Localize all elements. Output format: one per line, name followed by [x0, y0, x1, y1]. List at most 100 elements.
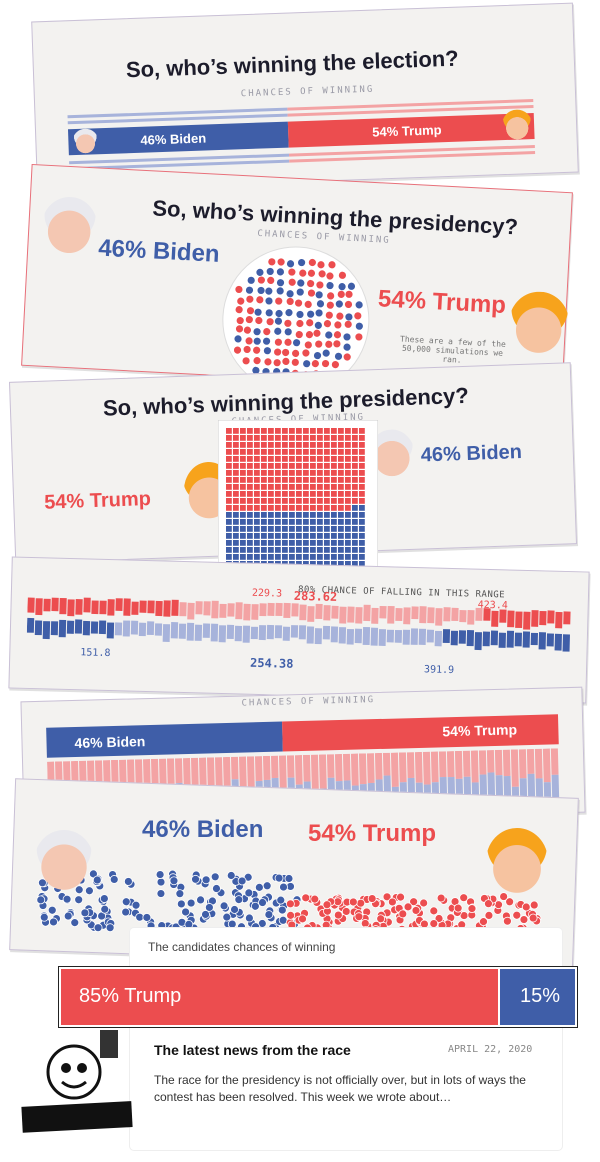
- waffle-cell: [338, 449, 344, 455]
- biden-chance: 46% Biden: [420, 441, 523, 467]
- simulation-dot: [419, 898, 429, 908]
- waffle-cell: [324, 526, 330, 532]
- waffle-cell: [352, 477, 358, 483]
- waffle-cell: [352, 449, 358, 455]
- simulation-dot: [338, 271, 347, 279]
- other-label: 15%: [520, 985, 561, 1007]
- waffle-cell: [282, 512, 288, 518]
- simulation-dot: [297, 279, 305, 287]
- simulation-dot: [246, 295, 254, 303]
- waffle-cell: [254, 449, 260, 455]
- simulation-dot: [286, 290, 294, 298]
- waffle-cell: [289, 498, 295, 504]
- range-strip: [386, 629, 395, 643]
- simulation-dot: [345, 290, 353, 298]
- simulation-dot: [321, 359, 330, 368]
- waffle-cell: [261, 428, 267, 434]
- waffle-cell: [275, 435, 281, 441]
- waffle-cell: [247, 512, 253, 518]
- range-strips: [26, 597, 571, 652]
- waffle-cell: [345, 442, 351, 448]
- simulation-column: [334, 753, 343, 782]
- range-strip: [403, 607, 411, 625]
- waffle-cell: [324, 449, 330, 455]
- range-strip: [483, 608, 491, 621]
- news-headline[interactable]: The latest news from the race: [154, 1042, 351, 1058]
- waffle-cell: [289, 512, 295, 518]
- range-strip: [563, 611, 571, 625]
- simulation-dot: [302, 349, 310, 357]
- waffle-cell: [282, 456, 288, 462]
- range-strip: [226, 624, 235, 640]
- waffle-cell: [296, 470, 302, 476]
- news-card[interactable]: The candidates chances of winning: [130, 928, 562, 1150]
- simulation-dot: [263, 347, 272, 355]
- waffle-cell: [352, 540, 358, 546]
- simulation-column: [166, 758, 175, 788]
- simulation-column: [198, 757, 207, 788]
- waffle-cell: [359, 491, 365, 497]
- simulation-column: [103, 760, 111, 784]
- waffle-cell: [240, 505, 246, 511]
- waffle-cell: [240, 435, 246, 441]
- simulation-dot: [521, 902, 531, 912]
- simulation-dot: [255, 316, 263, 325]
- waffle-cell: [338, 526, 344, 532]
- range-strip: [315, 603, 323, 620]
- biden-chance: 46% Biden: [97, 234, 221, 268]
- range-strip: [138, 622, 147, 637]
- waffle-cell: [331, 505, 337, 511]
- simulation-dot: [245, 286, 254, 294]
- waffle-cell: [317, 533, 323, 539]
- simulation-dot: [310, 894, 320, 904]
- range-strip: [98, 620, 107, 635]
- simulation-dot: [326, 281, 334, 290]
- waffle-cell: [317, 540, 323, 546]
- range-strip: [99, 600, 107, 615]
- waffle-cell: [282, 491, 288, 497]
- simulation-dot: [227, 919, 237, 929]
- waffle-cell: [247, 505, 253, 511]
- simulation-dot: [254, 308, 262, 316]
- simulation-dot: [191, 874, 200, 884]
- simulation-dot: [459, 893, 469, 903]
- trump-face-icon: [486, 828, 548, 894]
- waffle-cell: [359, 526, 365, 532]
- waffle-cell: [254, 470, 260, 476]
- chart-caption: The candidates chances of winning: [148, 940, 336, 954]
- waffle-cell: [296, 428, 302, 434]
- waffle-cell: [282, 442, 288, 448]
- simulation-dot: [246, 307, 255, 315]
- simulation-dot: [277, 905, 287, 915]
- mascot-head: [46, 1044, 102, 1100]
- waffle-cell: [324, 435, 330, 441]
- simulation-dot: [299, 269, 307, 277]
- simulation-dot: [284, 338, 292, 346]
- waffle-cell: [247, 533, 253, 539]
- simulation-dot: [343, 343, 351, 351]
- waffle-cell: [310, 428, 316, 434]
- simulation-column: [302, 754, 311, 782]
- simulation-dot: [247, 276, 255, 284]
- range-strip: [251, 604, 259, 620]
- simulation-column: [502, 749, 511, 777]
- simulation-dot: [204, 903, 214, 912]
- waffle-cell: [240, 519, 246, 525]
- waffle-cell: [310, 456, 316, 462]
- range-strip: [419, 606, 427, 624]
- waffle-cell: [331, 470, 337, 476]
- simulation-dot: [266, 267, 274, 276]
- waffle-cell: [282, 519, 288, 525]
- simulation-dot: [453, 903, 463, 913]
- waffle-cell: [310, 519, 316, 525]
- waffle-cell: [359, 512, 365, 518]
- simulation-dot: [258, 898, 267, 907]
- waffle-cell: [268, 484, 274, 490]
- waffle-cell: [240, 533, 246, 539]
- waffle-cell: [338, 484, 344, 490]
- waffle-cell: [268, 519, 274, 525]
- simulation-dot: [276, 268, 285, 276]
- waffle-cell: [282, 540, 288, 546]
- simulation-dot: [307, 289, 316, 297]
- simulation-dot: [322, 349, 330, 357]
